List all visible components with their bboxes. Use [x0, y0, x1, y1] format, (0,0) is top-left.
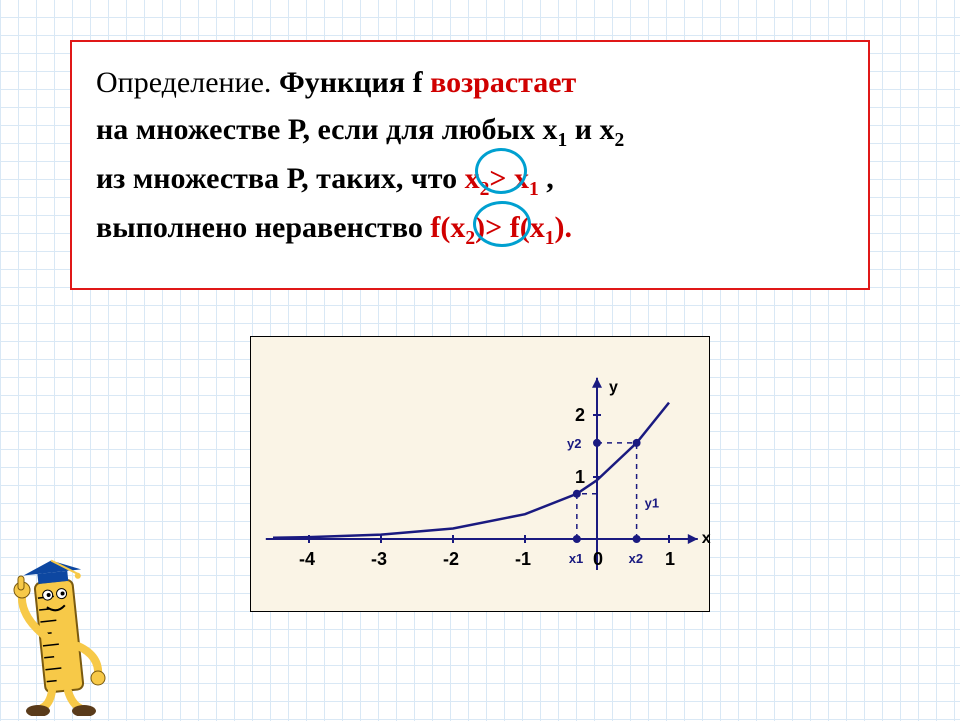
def-x1: x: [506, 162, 529, 195]
svg-text:1: 1: [665, 549, 675, 569]
svg-text:y1: y1: [645, 496, 659, 511]
ruler-mascot: [0, 546, 120, 716]
svg-text:-2: -2: [443, 549, 459, 569]
def-gt2: >: [485, 205, 502, 252]
mascot-svg: [0, 546, 120, 716]
svg-text:x: x: [702, 530, 711, 547]
def-fx2: f(x: [430, 211, 465, 244]
def-fx2-close: ): [475, 211, 485, 244]
svg-text:1: 1: [575, 467, 585, 487]
svg-text:x2: x2: [629, 551, 643, 566]
svg-text:x1: x1: [569, 551, 583, 566]
def-comma: ,: [539, 162, 554, 195]
def-fx2-sub: 2: [465, 228, 475, 249]
svg-text:y2: y2: [567, 436, 581, 451]
svg-text:0: 0: [593, 549, 603, 569]
def-prefix: Определение.: [96, 66, 271, 99]
def-line3a: из множества Р, таких, что: [96, 162, 465, 195]
definition-text: Определение. Функция f возрастает на мно…: [96, 60, 844, 254]
definition-box: Определение. Функция f возрастает на мно…: [70, 40, 870, 290]
def-fx1-close: ).: [554, 211, 572, 244]
svg-text:-1: -1: [515, 549, 531, 569]
svg-text:-4: -4: [299, 549, 315, 569]
def-gt1: >: [489, 156, 506, 203]
def-x1-sub: 1: [529, 179, 539, 200]
def-x2-sub: 2: [480, 179, 490, 200]
def-fx1-sub: 1: [545, 228, 555, 249]
sub-1a: 1: [557, 130, 567, 151]
increasing-function-chart: x y -4 -3 -2 -1 0 1 1 2 x1 x2 y2 y1: [250, 336, 710, 612]
def-fx1: f(x: [502, 211, 544, 244]
svg-text:y: y: [609, 379, 618, 396]
chart-svg: x y -4 -3 -2 -1 0 1 1 2 x1 x2 y2 y1: [251, 337, 711, 613]
def-line4a: выполнено неравенство: [96, 211, 430, 244]
sub-2a: 2: [615, 130, 625, 151]
svg-text:-3: -3: [371, 549, 387, 569]
def-x2: x: [465, 162, 480, 195]
def-func: Функция f: [279, 66, 430, 99]
svg-text:2: 2: [575, 405, 585, 425]
def-line2b: и x: [567, 113, 614, 146]
def-line2a: на множестве Р, если для любых x: [96, 113, 557, 146]
def-increases: возрастает: [430, 66, 576, 99]
